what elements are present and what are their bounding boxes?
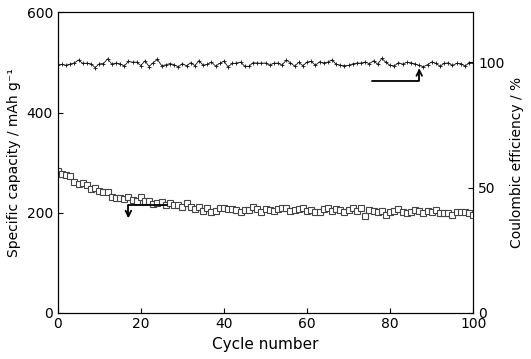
X-axis label: Cycle number: Cycle number — [212, 337, 319, 352]
Y-axis label: Specific capacity / mAh g⁻¹: Specific capacity / mAh g⁻¹ — [7, 68, 21, 257]
Y-axis label: Coulombic efficiency / %: Coulombic efficiency / % — [510, 77, 524, 248]
